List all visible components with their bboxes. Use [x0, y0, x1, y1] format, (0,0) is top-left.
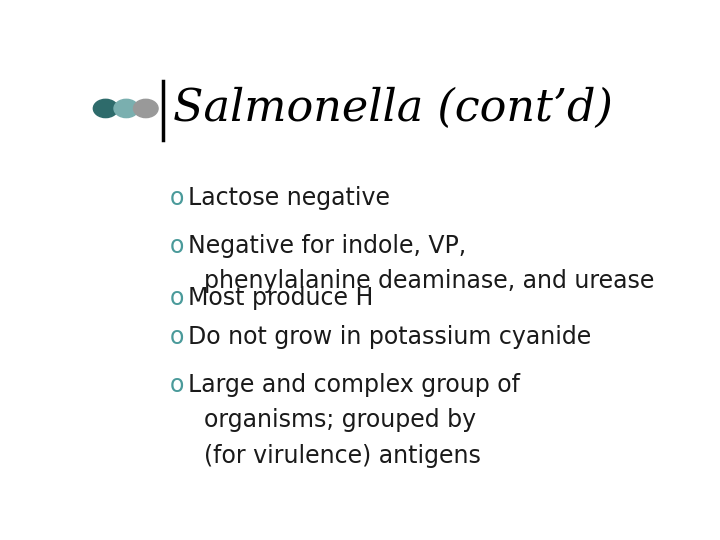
Text: Salmonella (cont’d): Salmonella (cont’d) [173, 87, 613, 130]
Text: o: o [169, 234, 184, 258]
Text: Negative for indole, VP,: Negative for indole, VP, [188, 234, 466, 258]
Text: o: o [169, 325, 184, 349]
Text: (for virulence) antigens: (for virulence) antigens [204, 444, 481, 468]
Text: o: o [169, 286, 184, 309]
Circle shape [94, 99, 118, 118]
Text: Large and complex group of: Large and complex group of [188, 373, 520, 397]
Text: Do not grow in potassium cyanide: Do not grow in potassium cyanide [188, 325, 591, 349]
Circle shape [133, 99, 158, 118]
Circle shape [114, 99, 138, 118]
Text: organisms; grouped by: organisms; grouped by [204, 408, 484, 433]
Text: o: o [169, 186, 184, 210]
Text: Most produce H: Most produce H [188, 286, 373, 309]
Text: Lactose negative: Lactose negative [188, 186, 390, 210]
Text: o: o [169, 373, 184, 397]
Text: phenylalanine deaminase, and urease: phenylalanine deaminase, and urease [204, 269, 654, 293]
